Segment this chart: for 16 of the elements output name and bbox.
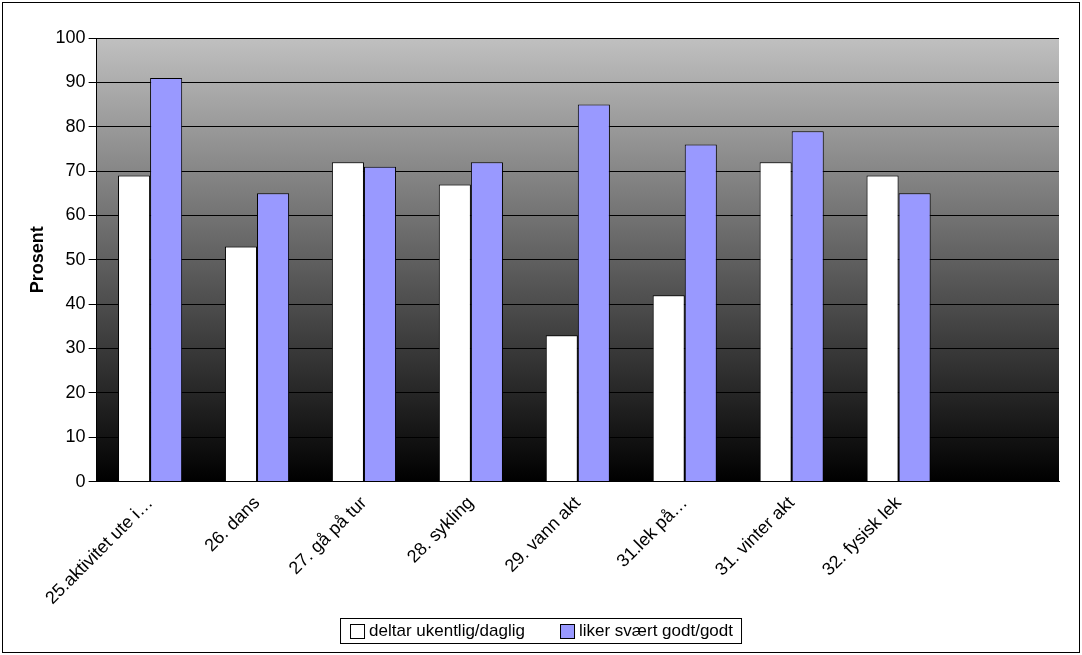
x-tick-label: 27. gå på tur [284, 492, 371, 579]
x-tick-label: 29. vann akt [500, 492, 585, 576]
y-tick-label: 80 [65, 115, 86, 136]
y-tick-label: 90 [65, 71, 86, 92]
legend-label: liker svært godt/godt [578, 621, 733, 641]
legend-label: deltar ukentlig/daglig [369, 621, 525, 641]
y-tick-label: 70 [65, 160, 86, 181]
y-tick-label: 10 [65, 426, 86, 447]
y-tick-label: 20 [65, 381, 86, 402]
y-axis-title: Prosent [26, 226, 47, 294]
y-tick-label: 60 [65, 204, 86, 225]
y-tick-label: 40 [65, 293, 86, 314]
y-tick-label: 100 [55, 26, 86, 47]
y-tick-label: 50 [65, 248, 86, 269]
y-tick-label: 0 [75, 470, 86, 491]
y-tick-label: 30 [65, 337, 86, 358]
